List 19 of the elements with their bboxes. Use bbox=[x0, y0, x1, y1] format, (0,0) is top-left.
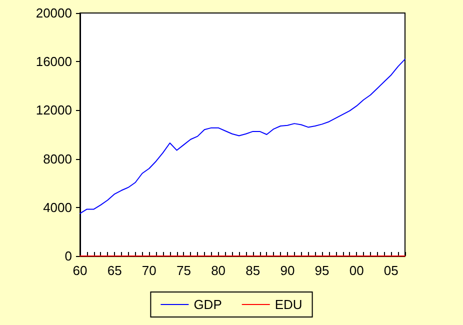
y-tick-label: 4000 bbox=[43, 200, 72, 215]
x-tick-label: 70 bbox=[142, 263, 156, 278]
y-tick-label: 20000 bbox=[36, 6, 72, 20]
y-tick-label: 8000 bbox=[43, 151, 72, 166]
legend-label: EDU bbox=[274, 297, 302, 312]
y-tick-label: 12000 bbox=[36, 102, 72, 118]
x-tick-label: 80 bbox=[211, 263, 226, 278]
x-tick-label: 05 bbox=[384, 263, 398, 278]
x-tick-label: 60 bbox=[72, 263, 88, 278]
x-tick-label: 90 bbox=[280, 263, 295, 278]
line-series bbox=[80, 58, 406, 214]
x-tick-label: 00 bbox=[349, 263, 364, 278]
x-tick-label: 75 bbox=[176, 263, 191, 278]
y-tick-label: 16000 bbox=[36, 54, 72, 70]
legend-label: GDP bbox=[194, 297, 222, 312]
x-tick-label: 85 bbox=[246, 263, 260, 278]
x-tick-label: 65 bbox=[107, 263, 122, 278]
y-tick-label: 0 bbox=[64, 248, 72, 264]
x-tick-label: 95 bbox=[314, 263, 330, 278]
